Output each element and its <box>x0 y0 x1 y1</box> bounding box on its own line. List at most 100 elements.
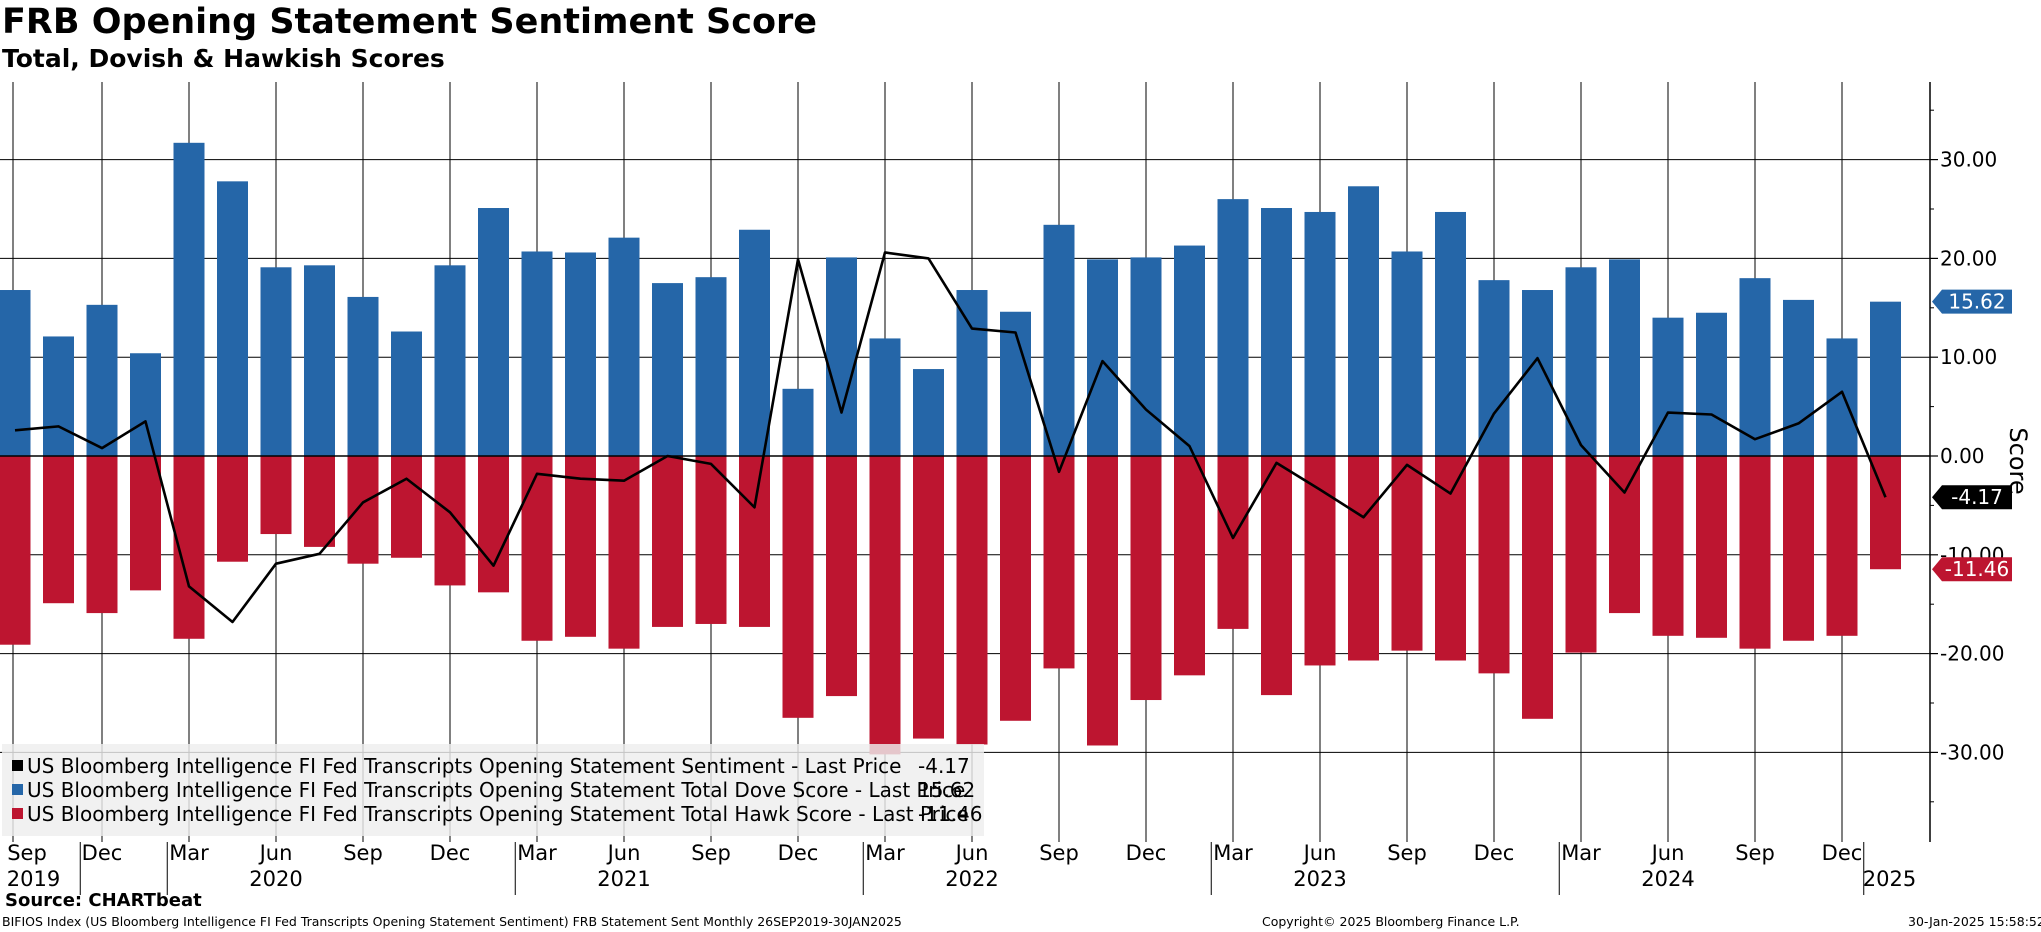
hawk-bar <box>1435 456 1466 661</box>
dove-bar <box>826 257 857 456</box>
dove-bar <box>347 296 379 456</box>
index-description: BIFIOS Index (US Bloomberg Intelligence … <box>2 914 902 929</box>
legend-value-hawk: -11.46 <box>918 802 983 826</box>
hawk-bar <box>1261 456 1292 696</box>
sentiment-last-price-badge-shape <box>1932 485 2012 510</box>
hawk-last-price-badge-shape <box>1932 557 2012 582</box>
dove-bar <box>956 290 988 456</box>
dove-bar <box>86 304 118 456</box>
hawk-bar <box>260 456 292 535</box>
hawk-bar <box>1565 456 1597 653</box>
hawk-bar <box>478 456 509 593</box>
x-tick-label-month: Dec <box>430 841 471 865</box>
copyright-note: Copyright© 2025 Bloomberg Finance L.P. <box>1262 914 1520 929</box>
hawk-bar <box>1043 456 1075 669</box>
x-tick-label-month: Mar <box>1213 841 1253 865</box>
x-tick-label-month: Jun <box>1650 841 1685 865</box>
y-axis: 30.0020.0010.000.00-10.00-20.00-30.00Sco… <box>1929 82 2032 842</box>
dove-bar <box>1739 278 1771 456</box>
hawk-bar <box>217 456 248 562</box>
dove-bar <box>1609 259 1640 456</box>
y-tick-label: -30.00 <box>1940 740 2004 764</box>
dove-bar <box>1043 224 1075 456</box>
hawk-bar <box>434 456 466 586</box>
x-tick-label-month: Sep <box>1387 841 1427 865</box>
x-tick-label-year: 2021 <box>597 867 650 891</box>
x-tick-label-month: Mar <box>517 841 557 865</box>
legend-swatch-dove <box>12 784 23 795</box>
hawk-bar <box>1391 456 1423 651</box>
dove-bar <box>130 353 161 456</box>
dove-bar <box>1652 317 1684 456</box>
hawk-bar <box>521 456 553 641</box>
hawk-last-price-badge: -11.46 <box>1932 557 2012 582</box>
legend-label-dove: US Bloomberg Intelligence FI Fed Transcr… <box>27 778 966 802</box>
dove-bar <box>1478 280 1510 456</box>
x-tick-label-month: Sep <box>691 841 731 865</box>
hawk-bar <box>304 456 335 547</box>
x-tick-label-month: Mar <box>169 841 209 865</box>
dove-bar <box>173 142 205 456</box>
dove-bar <box>739 229 770 456</box>
dove-bar <box>695 277 727 456</box>
dove-last-price-badge-label: 15.62 <box>1948 290 2005 314</box>
hawk-bar <box>391 456 422 558</box>
hawk-bar <box>1174 456 1205 676</box>
dove-bar <box>1870 301 1901 456</box>
y-tick-label: 30.00 <box>1940 148 1997 172</box>
x-tick-label-year: 2020 <box>249 867 302 891</box>
legend-swatch-hawk <box>12 808 23 819</box>
dove-bar <box>521 251 553 456</box>
sentiment-line <box>14 251 1887 624</box>
hawk-bar <box>739 456 770 627</box>
dove-bar <box>391 331 422 456</box>
hawk-bar <box>1130 456 1162 701</box>
hawk-bar <box>1087 456 1118 746</box>
hawk-bar <box>826 456 857 697</box>
dove-bar <box>1435 211 1466 456</box>
x-tick-label-year: 2019 <box>7 867 60 891</box>
hawk-bar <box>869 456 901 755</box>
x-tick-label-month: Mar <box>865 841 905 865</box>
hawk-bar <box>86 456 118 614</box>
hawk-bar <box>1304 456 1336 666</box>
dove-bar <box>260 267 292 456</box>
x-tick-label-month: Dec <box>1126 841 1167 865</box>
hawk-bar <box>347 456 379 564</box>
dove-last-price-badge: 15.62 <box>1932 289 2012 314</box>
x-tick-label-month: Sep <box>343 841 383 865</box>
dove-bar <box>565 252 596 456</box>
dove-bar <box>782 388 814 456</box>
x-tick-label-month: Jun <box>606 841 641 865</box>
dove-bar <box>913 369 944 456</box>
x-axis: Sep Dec Mar Jun Sep Dec Mar Jun Sep Dec Mar Jun Sep D… <box>7 841 1916 895</box>
last-price-badges: 15.62 -4.17 -11.46 <box>1932 289 2012 582</box>
x-tick-label-year: 2025 <box>1863 867 1916 891</box>
x-tick-label-year: 2023 <box>1293 867 1346 891</box>
dove-bar <box>1130 257 1162 456</box>
bar-series <box>0 142 1901 755</box>
y-axis-title: Score <box>2004 427 2032 494</box>
legend-swatch-sentiment <box>12 760 23 771</box>
hawk-bar <box>0 456 31 645</box>
dove-bar <box>1304 211 1336 456</box>
hawk-bar <box>1783 456 1814 641</box>
hawk-bar <box>913 456 944 739</box>
hawk-bar <box>1522 456 1553 719</box>
legend-item-hawk: US Bloomberg Intelligence FI Fed Transcr… <box>12 802 969 826</box>
x-tick-label-month: Sep <box>7 841 47 865</box>
x-tick-label-month: Dec <box>778 841 819 865</box>
hawk-bar <box>1739 456 1771 649</box>
dove-last-price-badge-shape <box>1932 289 2012 314</box>
hawk-bar <box>608 456 640 649</box>
dove-bar <box>1261 208 1292 456</box>
dove-bar <box>1826 338 1858 456</box>
x-tick-label-year: 2022 <box>945 867 998 891</box>
dove-bar <box>1217 199 1249 456</box>
x-tick-label-month: Dec <box>1474 841 1515 865</box>
x-tick-label-year: 2024 <box>1641 867 1694 891</box>
dove-bar <box>869 338 901 456</box>
legend-label-hawk: US Bloomberg Intelligence FI Fed Transcr… <box>27 802 969 826</box>
hawk-last-price-badge-label: -11.46 <box>1945 557 2009 581</box>
